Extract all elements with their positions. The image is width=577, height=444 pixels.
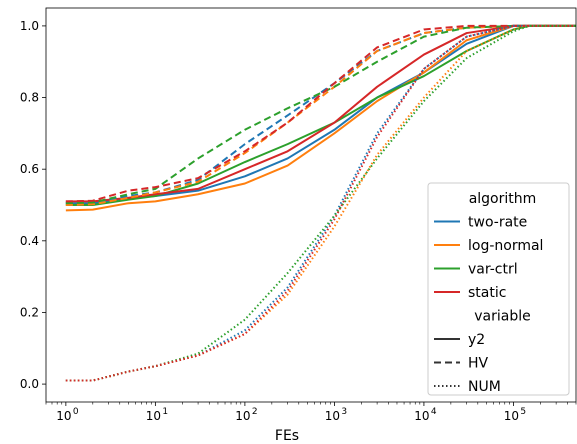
x-tick-exponent: 2 xyxy=(252,407,258,417)
x-tick-exponent: 3 xyxy=(341,407,347,417)
legend: algorithm two-rate log-normal var-ctrl stati… xyxy=(427,182,570,396)
x-tick-exponent: 4 xyxy=(431,407,437,417)
series-line-var-ctrl-HV xyxy=(65,24,576,205)
legend-title-variable: variable xyxy=(474,309,530,325)
legend-label-two-rate: two-rate xyxy=(468,215,527,231)
series-line-log-normal-y2 xyxy=(65,24,576,212)
legend-label-log-normal: log-normal xyxy=(468,238,543,254)
x-axis: 10 0 10 1 10 2 10 3 10 4 10 5 xyxy=(45,402,577,423)
x-axis-label: FEs xyxy=(275,428,299,444)
x-tick-label: 10 xyxy=(146,409,161,423)
y-tick-label: 0.8 xyxy=(20,91,39,105)
x-tick-label: 10 xyxy=(325,409,340,423)
x-tick-exponent: 1 xyxy=(162,407,168,417)
legend-label-HV: HV xyxy=(468,356,489,372)
series-line-two-rate-HV xyxy=(65,24,576,205)
legend-title-algorithm: algorithm xyxy=(469,191,537,207)
legend-label-var-ctrl: var-ctrl xyxy=(468,262,518,278)
y-tick-label: 0.0 xyxy=(20,377,39,391)
x-tick-exponent: 5 xyxy=(520,407,526,417)
series-line-two-rate-y2 xyxy=(65,24,576,205)
y-tick-label: 0.4 xyxy=(20,234,39,248)
series-line-static-HV xyxy=(65,24,576,203)
legend-label-y2: y2 xyxy=(468,332,485,348)
legend-label-static: static xyxy=(468,285,506,301)
x-tick-exponent: 0 xyxy=(73,407,79,417)
series-line-two-rate-NUM xyxy=(65,24,576,382)
series-line-log-normal-HV xyxy=(65,24,576,206)
plot-frame xyxy=(45,7,577,403)
x-tick-label: 10 xyxy=(235,409,250,423)
series-line-var-ctrl-y2 xyxy=(65,24,576,206)
series-line-static-y2 xyxy=(65,24,576,203)
x-tick-label: 10 xyxy=(504,409,519,423)
y-axis: 0.0 0.2 0.4 0.6 0.8 1.0 xyxy=(20,19,46,391)
plot-lines xyxy=(65,24,576,382)
legend-box xyxy=(427,182,570,396)
y-tick-label: 0.2 xyxy=(20,305,39,319)
y-tick-label: 1.0 xyxy=(20,19,39,33)
x-tick-label: 10 xyxy=(56,409,71,423)
legend-label-NUM: NUM xyxy=(468,379,501,395)
x-tick-label: 10 xyxy=(414,409,429,423)
y-tick-label: 0.6 xyxy=(20,162,39,176)
